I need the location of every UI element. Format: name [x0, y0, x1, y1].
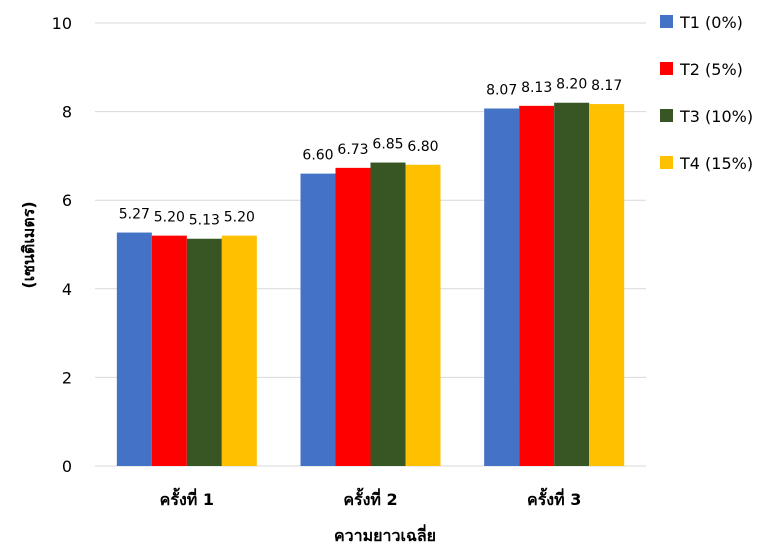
category-label: ครั้งที่ 3: [527, 487, 581, 509]
data-label: 8.17: [591, 78, 622, 94]
legend-swatch: [660, 62, 673, 75]
y-tick-label: 10: [52, 14, 72, 33]
data-label: 8.13: [521, 80, 552, 96]
legend-swatch: [660, 109, 673, 122]
bar: [186, 238, 222, 466]
legend-label: T2 (5%): [679, 60, 743, 79]
y-tick-label: 6: [62, 191, 72, 210]
data-label: 6.80: [407, 139, 438, 155]
bar: [335, 167, 371, 466]
data-label: 5.20: [154, 210, 185, 226]
bar: [405, 164, 441, 466]
data-label: 6.85: [372, 137, 403, 153]
bar: [151, 235, 187, 466]
bar: [116, 232, 152, 466]
y-axis-title: (เซนติเมตร): [19, 201, 38, 288]
x-axis-title: ความยาวเฉลี่ย: [334, 524, 436, 545]
y-tick-label: 8: [62, 103, 72, 122]
data-label: 5.27: [119, 207, 150, 223]
bars: [116, 102, 625, 467]
bar: [554, 102, 590, 467]
data-label: 6.60: [302, 148, 333, 164]
data-label: 5.13: [189, 213, 220, 229]
y-tick-labels: 0 2 4 6 8 10: [52, 14, 72, 476]
legend-label: T4 (15%): [679, 154, 753, 173]
data-label: 5.20: [224, 210, 255, 226]
legend: T1 (0%) T2 (5%) T3 (10%) T4 (15%): [660, 13, 753, 173]
y-tick-label: 2: [62, 368, 72, 387]
bar: [370, 162, 406, 467]
legend-label: T1 (0%): [679, 13, 743, 32]
bar: [519, 105, 555, 466]
data-labels: 5.27 5.20 5.13 5.206.60 6.73 6.85 6.808.07 8.13…: [119, 77, 623, 229]
y-tick-label: 0: [62, 457, 72, 476]
bar: [300, 173, 336, 466]
bar: [589, 104, 625, 466]
data-label: 8.20: [556, 77, 587, 93]
category-label: ครั้งที่ 2: [343, 487, 397, 509]
legend-swatch: [660, 15, 673, 28]
bar: [221, 235, 257, 466]
legend-label: T3 (10%): [679, 107, 753, 126]
data-label: 6.73: [337, 142, 368, 158]
bar: [484, 108, 520, 467]
category-label: ครั้งที่ 1: [160, 487, 214, 509]
y-tick-label: 4: [62, 280, 72, 299]
legend-swatch: [660, 156, 673, 169]
data-label: 8.07: [486, 82, 517, 98]
x-category-labels: ครั้งที่ 1 ครั้งที่ 2 ครั้งที่ 3: [160, 487, 582, 509]
